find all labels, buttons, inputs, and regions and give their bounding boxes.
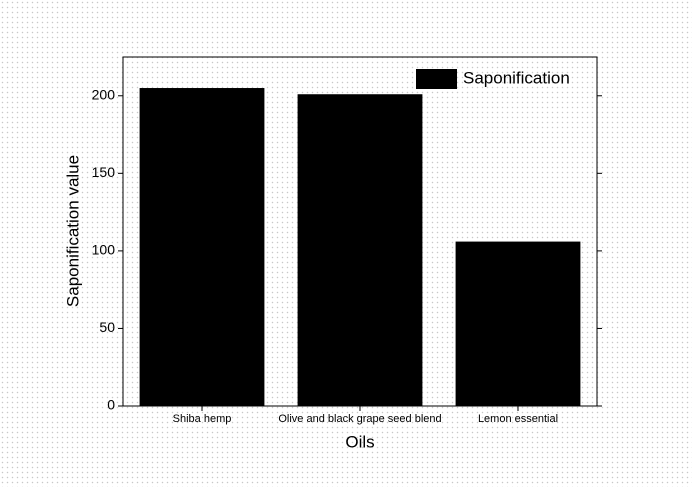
bar bbox=[455, 241, 581, 406]
y-tick-label: 100 bbox=[92, 242, 116, 258]
y-tick-label: 150 bbox=[92, 164, 116, 180]
x-axis-title: Oils bbox=[345, 432, 374, 451]
legend-swatch bbox=[416, 69, 457, 89]
bar bbox=[139, 88, 265, 407]
y-axis-title: Saponification value bbox=[63, 155, 82, 307]
bar bbox=[297, 94, 423, 406]
y-tick-label: 0 bbox=[107, 397, 115, 413]
x-tick-label: Olive and black grape seed blend bbox=[278, 413, 441, 425]
x-tick-label: Shiba hemp bbox=[173, 413, 232, 425]
legend-label: Saponification bbox=[463, 68, 570, 87]
y-tick-label: 50 bbox=[99, 319, 115, 335]
y-tick-label: 200 bbox=[92, 86, 116, 102]
x-tick-label: Lemon essential bbox=[478, 413, 558, 425]
